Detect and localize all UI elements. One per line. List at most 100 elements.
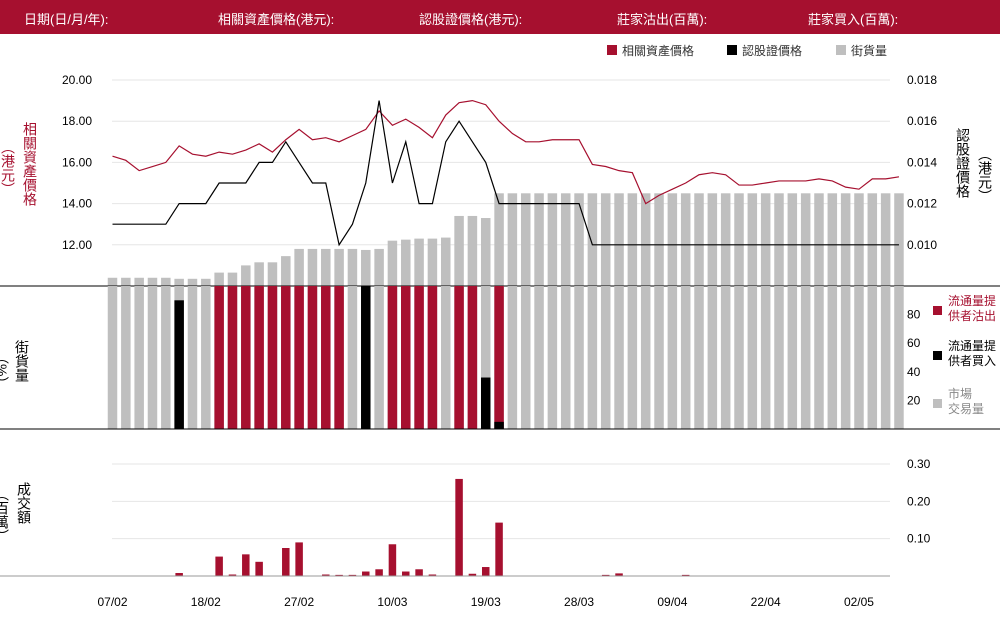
outstanding-bar [880,193,891,286]
y-tick-label-right: 0.20 [907,494,931,508]
outstanding-bar [814,193,824,286]
turnover-bar [242,554,250,576]
outstanding-bar [441,237,451,286]
outstanding-bar [867,193,878,286]
market-volume-bar [534,286,544,429]
turnover-bar [175,573,183,576]
outstanding-bar [414,238,424,286]
y-axis-title-left-unit: （%） [0,350,10,390]
lp-sell-bar [294,286,304,429]
turnover-bar [402,571,410,576]
y-tick-label-right: 0.012 [907,197,937,211]
legend-swatch [933,399,942,408]
market-volume-bar [774,286,784,429]
outstanding-bar [294,248,304,286]
outstanding-bar [547,193,558,286]
outstanding-bar [694,193,704,286]
outstanding-bar [334,248,344,286]
underlying-price-line [112,99,900,205]
x-tick-label: 28/03 [564,595,594,609]
lp-sell-bar [427,286,438,429]
market-volume-bar [347,286,358,429]
lp-sell-bar [467,286,478,429]
outstanding-bar [427,238,438,286]
lp-sell-bar [334,286,344,429]
market-volume-bar [747,286,758,429]
legend-label: 街貨量 [851,43,887,58]
market-volume-bar [760,286,771,429]
turnover-bar [615,573,623,576]
outstanding-bar [401,239,411,286]
market-volume-bar [547,286,558,429]
market-volume-bar [614,286,624,429]
outstanding-bar [134,277,144,286]
lp-sell-bar [494,286,504,429]
turnover-bar [468,573,477,576]
y-tick-label-right: 0.014 [907,155,937,169]
outstanding-bar [241,265,251,286]
legend-swatch [607,45,617,55]
outstanding-bar [201,278,211,286]
y-axis-title-right: 認股證價格 [955,128,971,198]
outstanding-bar [107,277,118,286]
outstanding-bar [454,215,464,286]
outstanding-bar [707,193,718,286]
outstanding-bar [467,215,478,286]
turnover-bar [335,574,343,576]
outstanding-bar [494,193,504,286]
y-axis-title-left: 相關資產價格 [22,122,38,206]
y-axis-title-left: 街貨量 [14,340,30,382]
info-header: 日期(日/月/年): 相關資產價格(港元): 認股證價格(港元): 莊家沽出(百… [0,0,1000,34]
date-label: 日期(日/月/年): [24,12,109,27]
turnover-bar [428,574,437,576]
market-volume-bar [507,286,518,429]
market-volume-bar [867,286,878,429]
outstanding-bar [627,193,638,286]
lp-sell-bar [254,286,264,429]
turnover-bar [455,478,463,576]
market-volume-bar [694,286,704,429]
outstanding-bar [680,193,691,286]
market-volume-bar [840,286,851,429]
outstanding-bar [667,193,678,286]
outstanding-bar [640,193,651,286]
turnover-bar [295,542,303,576]
outstanding-bar [214,272,224,286]
lp-sell-bar [387,286,398,429]
legend-swatch [727,45,737,55]
outstanding-bar [520,193,531,286]
outstanding-bar [347,248,358,286]
x-tick-label: 02/05 [844,595,874,609]
lp-buy-bar [174,300,184,429]
outstanding-bar [720,193,731,286]
turnover-bar [415,569,423,576]
y-tick-label-left: 18.00 [62,114,92,128]
market-volume-bar [147,286,158,429]
turnover-bar [681,574,690,576]
outstanding-bar [121,277,131,286]
x-tick-label: 07/02 [97,595,127,609]
outstanding-bar [507,193,518,286]
outstanding-bar [267,262,278,286]
turnover-bar [215,556,223,576]
turnover-bar [348,574,357,576]
x-tick-label: 19/03 [471,595,501,609]
y-tick-label-left: 20.00 [62,73,92,87]
outstanding-bar [827,193,838,286]
warrant-price-label: 認股證價格(港元): [419,12,523,27]
outstanding-bar [187,278,198,286]
legend-label: 認股證價格 [742,43,802,58]
market-maker-buy-label: 莊家買入(百萬): [808,12,899,27]
outstanding-bar [800,193,811,286]
outstanding-bar [174,278,184,286]
market-volume-bar [627,286,638,429]
lp-sell-bar [414,286,424,429]
x-tick-label: 27/02 [284,595,314,609]
y-tick-label-right: 0.016 [907,114,937,128]
outstanding-bar [374,248,384,286]
outstanding-bar [307,248,318,286]
y-axis-title-left-unit: （港元） [0,140,16,196]
market-volume-bar [800,286,811,429]
legend-swatch [933,306,942,315]
y-tick-label-right: 60 [907,336,921,350]
